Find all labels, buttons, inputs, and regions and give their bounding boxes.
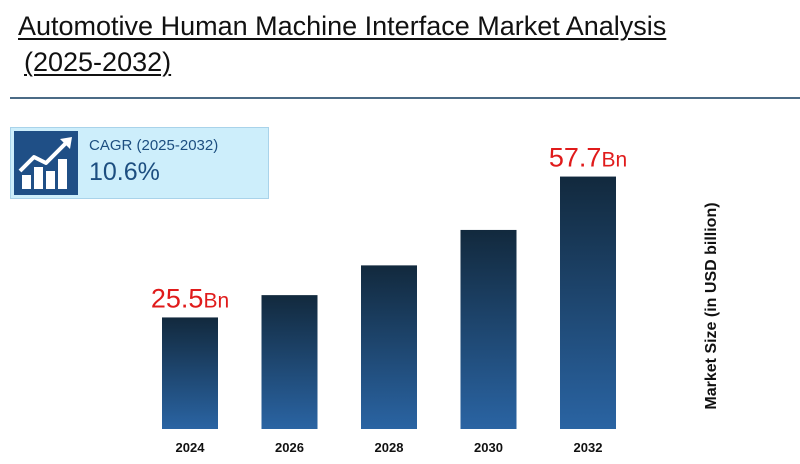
growth-chart-icon [14, 131, 78, 195]
value-labels: 25.5Bn 57.7Bn [151, 143, 627, 314]
bar-2026 [261, 295, 318, 429]
bar-2028 [361, 265, 417, 429]
value-label-2024: 25.5Bn [151, 283, 229, 313]
page-title: Automotive Human Machine Interface Marke… [18, 8, 718, 80]
title-divider [10, 97, 800, 99]
cagr-label: CAGR (2025-2032) [89, 137, 219, 154]
bar-2032 [560, 176, 616, 429]
y-axis-label: Market Size (in USD billion) [703, 202, 720, 410]
title-line-1: Automotive Human Machine Interface Marke… [18, 11, 667, 41]
x-tick-labels: 2024 2026 2028 2030 2032 [176, 440, 603, 455]
x-tick-2030: 2030 [474, 440, 503, 455]
x-tick-2032: 2032 [574, 440, 603, 455]
cagr-value: 10.6% [89, 158, 160, 186]
bar-2024 [162, 317, 218, 429]
bar-2030 [460, 229, 517, 429]
x-tick-2026: 2026 [275, 440, 304, 455]
cagr-card: CAGR (2025-2032) 10.6% [10, 127, 269, 199]
bars-group [162, 176, 616, 429]
title-line-2: (2025-2032) [24, 47, 172, 77]
x-tick-2024: 2024 [176, 440, 206, 455]
x-tick-2028: 2028 [375, 440, 404, 455]
value-label-2032: 57.7Bn [549, 143, 627, 173]
